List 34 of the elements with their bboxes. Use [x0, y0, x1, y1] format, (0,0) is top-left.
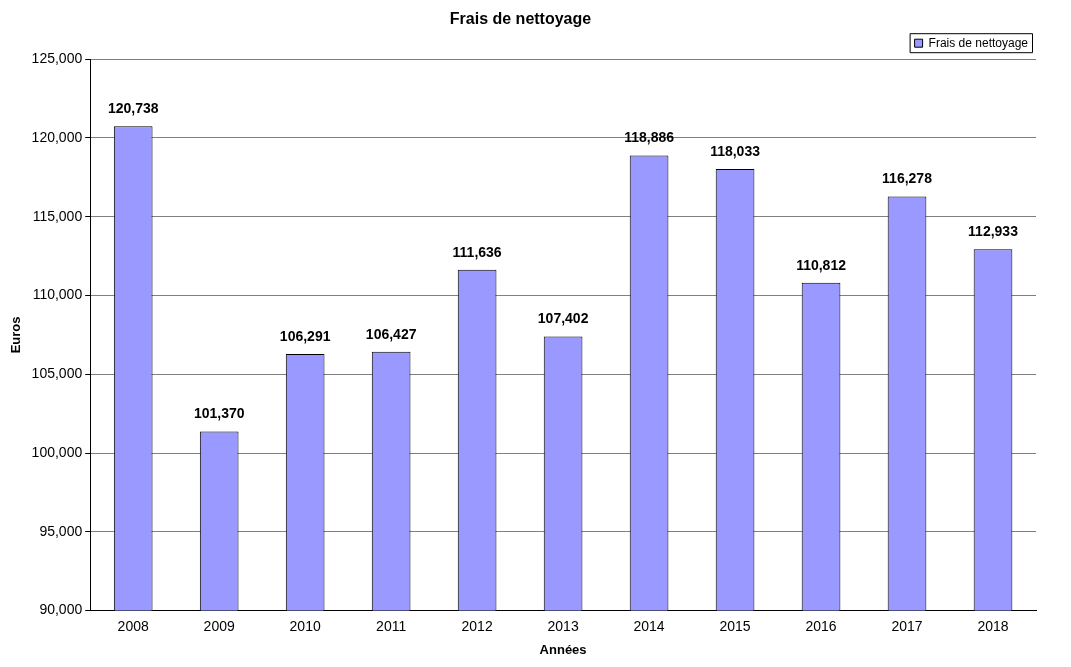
y-tick-label: 115,000 [32, 207, 83, 224]
y-tick-label: 105,000 [31, 365, 83, 382]
data-label: 120,738 [107, 100, 159, 117]
x-tick-label: 2014 [633, 617, 665, 634]
data-label: 112,933 [968, 223, 1019, 240]
x-tick-label: 2011 [376, 617, 407, 634]
x-tick-label: 2012 [461, 617, 493, 634]
x-tick-label: 2015 [719, 617, 751, 634]
x-tick-label: 2008 [117, 617, 149, 634]
x-tick-label: 2013 [547, 617, 579, 634]
y-axis-title: Euros [8, 316, 24, 354]
x-tick-label: 2018 [977, 617, 1009, 634]
x-tick-label: 2010 [289, 617, 321, 634]
data-label: 116,278 [882, 170, 933, 187]
data-label: 101,370 [193, 405, 245, 422]
y-tick-label: 90,000 [39, 601, 83, 618]
data-label: 118,886 [624, 129, 675, 146]
data-label: 111,636 [452, 243, 502, 260]
chart-title: Frais de nettoyage [449, 10, 592, 28]
data-label: 110,812 [796, 256, 847, 273]
legend-label: Frais de nettoyage [928, 35, 1029, 50]
y-tick-label: 95,000 [39, 522, 83, 539]
x-tick-label: 2009 [203, 617, 235, 634]
data-label: 107,402 [537, 310, 589, 327]
y-tick-label: 120,000 [31, 128, 83, 145]
y-tick-label: 110,000 [32, 286, 83, 303]
data-label: 106,427 [365, 325, 417, 342]
y-tick-label: 125,000 [31, 50, 83, 67]
x-tick-label: 2017 [891, 617, 923, 634]
data-label: 118,033 [710, 142, 761, 159]
data-label: 106,291 [279, 327, 331, 344]
x-axis-title: Années [539, 641, 587, 657]
y-tick-label: 100,000 [31, 443, 83, 460]
x-tick-label: 2016 [805, 617, 837, 634]
